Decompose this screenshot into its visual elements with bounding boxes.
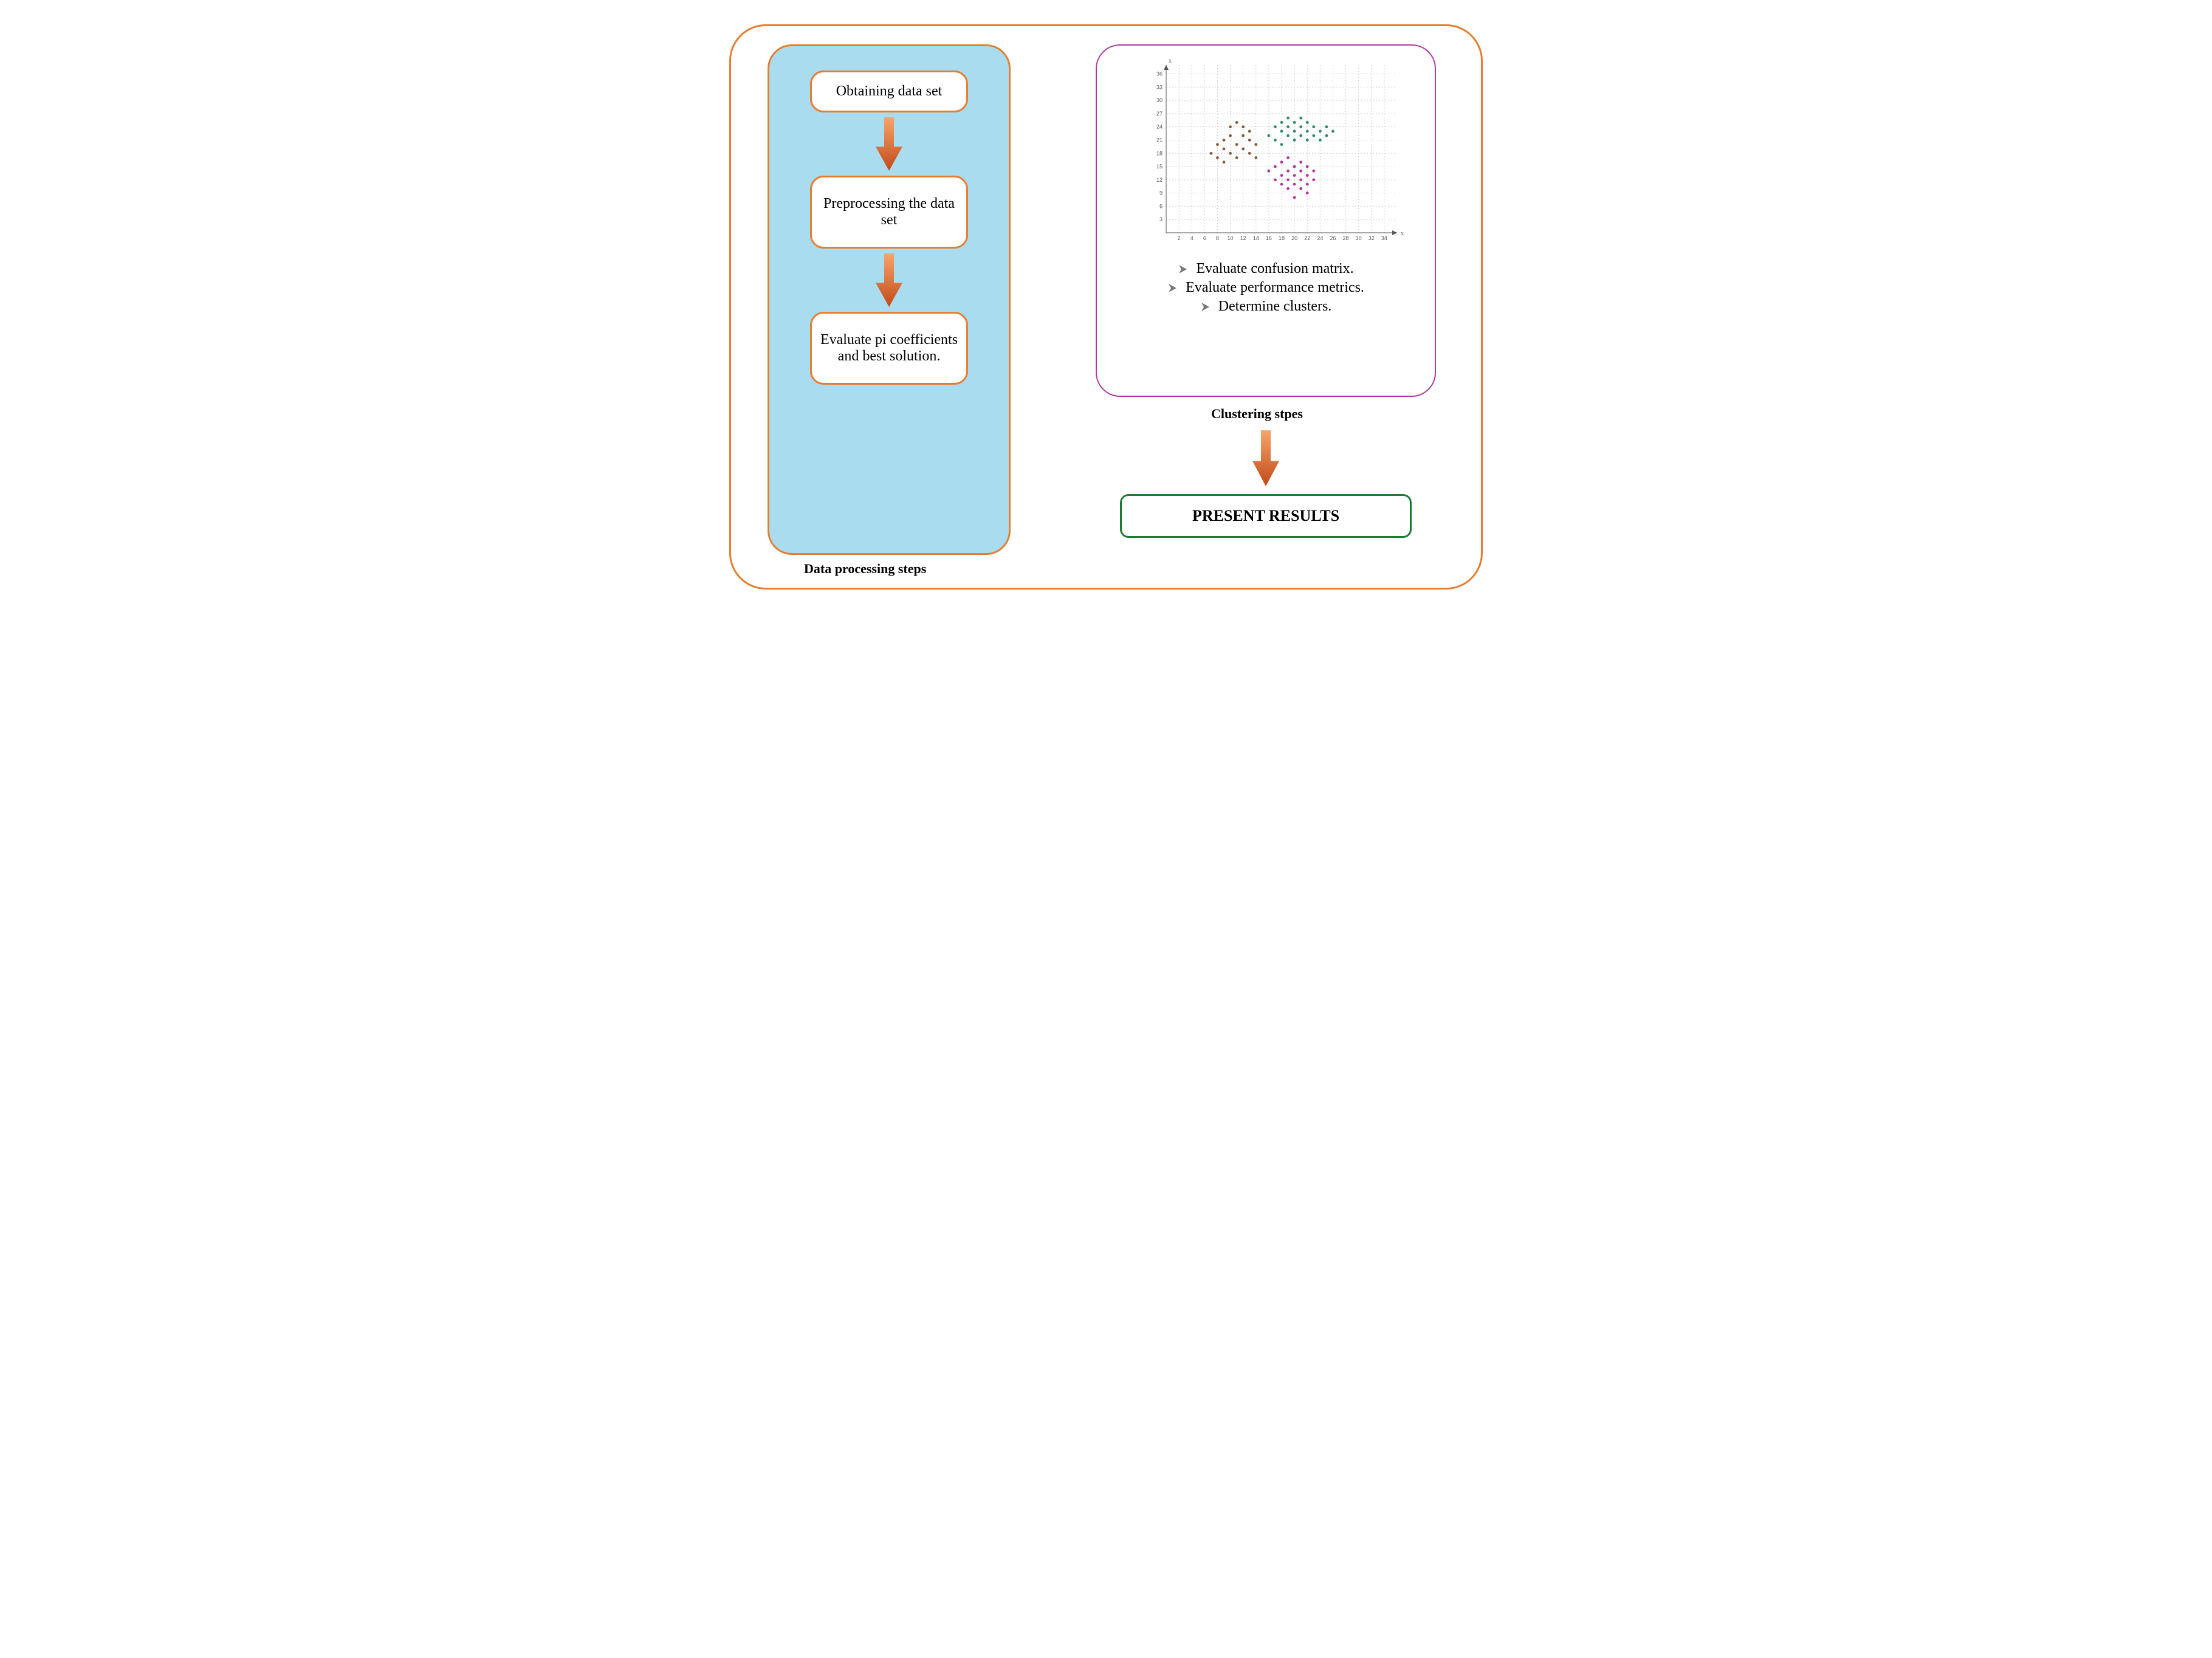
svg-text:18: 18: [1279, 235, 1285, 241]
svg-text:8: 8: [1216, 235, 1219, 241]
clustering-panel: 2468101214161820222426283032343691215182…: [1096, 44, 1436, 397]
svg-text:22: 22: [1304, 235, 1310, 241]
svg-text:26: 26: [1330, 235, 1336, 241]
bullet-text: Determine clusters.: [1218, 298, 1332, 315]
svg-text:27: 27: [1156, 111, 1163, 117]
svg-text:21: 21: [1156, 137, 1163, 143]
arrow-down-icon: [1252, 430, 1279, 486]
step-box-evaluate: Evaluate pi coefficients and best soluti…: [810, 312, 968, 385]
svg-text:4: 4: [1190, 235, 1194, 241]
bullet-item: Determine clusters.: [1167, 298, 1364, 315]
bullet-text: Evaluate performance metrics.: [1186, 280, 1364, 296]
result-label: PRESENT RESULTS: [1192, 507, 1339, 525]
step-box-preprocess: Preprocessing the data set: [810, 176, 968, 249]
cluster-scatter-plot: 2468101214161820222426283032343691215182…: [1144, 55, 1406, 250]
svg-text:33: 33: [1156, 84, 1163, 90]
diagram-frame: Obtaining data set Preprocessing the dat…: [729, 24, 1483, 590]
clustering-bullet-list: Evaluate confusion matrix. Evaluate perf…: [1167, 258, 1364, 317]
svg-text:28: 28: [1343, 235, 1349, 241]
svg-text:15: 15: [1156, 163, 1163, 170]
arrow-down-icon: [876, 117, 902, 171]
svg-text:36: 36: [1156, 71, 1163, 77]
svg-text:14: 14: [1253, 235, 1259, 241]
svg-text:x: x: [1401, 230, 1404, 237]
step-label: Obtaining data set: [836, 83, 943, 100]
chevron-right-icon: [1200, 301, 1211, 312]
step-box-obtain: Obtaining data set: [810, 71, 968, 112]
svg-text:16: 16: [1266, 235, 1272, 241]
svg-text:12: 12: [1156, 177, 1163, 183]
svg-text:24: 24: [1317, 235, 1323, 241]
svg-text:6: 6: [1159, 203, 1163, 209]
bullet-item: Evaluate confusion matrix.: [1167, 261, 1364, 277]
svg-text:10: 10: [1228, 235, 1234, 241]
chevron-right-icon: [1178, 264, 1189, 275]
svg-text:6: 6: [1203, 235, 1206, 241]
svg-text:32: 32: [1369, 235, 1375, 241]
step-label: Preprocessing the data set: [818, 196, 960, 229]
arrow-down-icon: [876, 253, 902, 307]
bullet-text: Evaluate confusion matrix.: [1196, 261, 1353, 277]
svg-text:30: 30: [1356, 235, 1362, 241]
clustering-caption: Clustering stpes: [1211, 406, 1303, 422]
data-processing-caption: Data processing steps: [804, 561, 926, 577]
svg-text:18: 18: [1156, 150, 1163, 156]
svg-text:12: 12: [1240, 235, 1246, 241]
chevron-right-icon: [1167, 283, 1178, 294]
data-processing-panel: Obtaining data set Preprocessing the dat…: [768, 44, 1011, 555]
svg-text:2: 2: [1178, 235, 1181, 241]
bullet-item: Evaluate performance metrics.: [1167, 280, 1364, 296]
step-label: Evaluate pi coefficients and best soluti…: [818, 332, 960, 365]
svg-text:20: 20: [1291, 235, 1297, 241]
svg-text:34: 34: [1381, 235, 1387, 241]
svg-text:x: x: [1169, 58, 1172, 64]
svg-text:24: 24: [1156, 124, 1163, 130]
svg-text:9: 9: [1159, 190, 1163, 196]
svg-text:3: 3: [1159, 216, 1163, 222]
present-results-box: PRESENT RESULTS: [1120, 494, 1412, 538]
svg-text:30: 30: [1156, 97, 1163, 103]
